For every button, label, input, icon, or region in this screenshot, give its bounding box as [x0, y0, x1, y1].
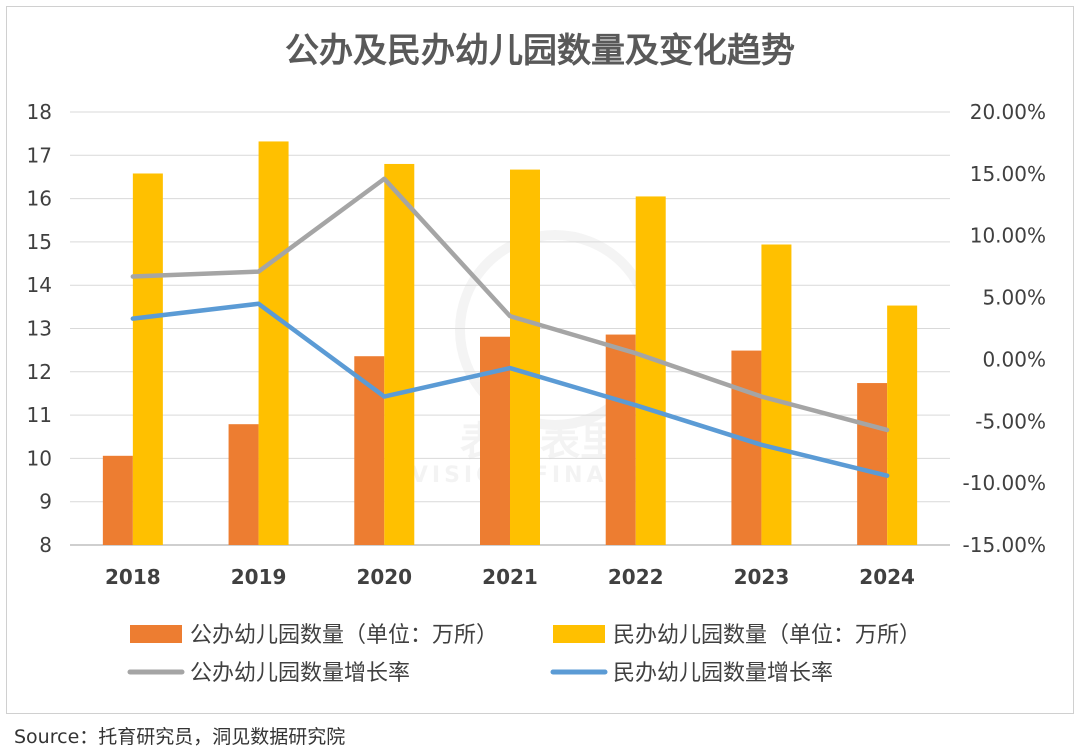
right-tick-label: 5.00%	[982, 286, 1046, 310]
public-bar	[228, 424, 259, 545]
right-tick-label: 0.00%	[982, 347, 1046, 371]
left-tick-label: 8	[39, 533, 52, 557]
legend-label: 公办幼儿园数量（单位：万所）	[190, 623, 498, 648]
legend-label: 民办幼儿园数量增长率	[613, 661, 833, 686]
lines	[130, 176, 890, 478]
legend-swatch	[553, 625, 605, 643]
chart-title: 公办及民办幼儿园数量及变化趋势	[285, 31, 795, 71]
public-bar	[102, 455, 133, 545]
left-tick-label: 18	[27, 100, 52, 124]
x-tick-label: 2023	[734, 565, 790, 589]
private-growth-line	[130, 301, 890, 478]
legend: 公办幼儿园数量（单位：万所） 民办幼儿园数量（单位：万所） 公办幼儿园数量增长率 民办…	[127, 623, 921, 686]
private-bar	[635, 196, 666, 545]
public-bar	[605, 334, 636, 545]
right-tick-label: -10.00%	[963, 471, 1046, 495]
right-tick-label: 20.00%	[970, 100, 1046, 124]
right-tick-label: -5.00%	[975, 409, 1046, 433]
left-tick-label: 10	[27, 446, 52, 470]
left-tick-label: 9	[39, 490, 52, 514]
left-tick-label: 14	[27, 273, 52, 297]
private-bar	[384, 163, 415, 545]
right-tick-label: -15.00%	[963, 533, 1046, 557]
public-bar	[731, 350, 762, 545]
left-axis: 18 17 16 15 14 13 12 11 10 9 8	[27, 100, 52, 557]
x-tick-label: 2021	[482, 565, 538, 589]
right-tick-label: 15.00%	[970, 162, 1046, 186]
private-bar	[510, 169, 540, 546]
right-tick-label: 10.00%	[970, 224, 1046, 248]
public-growth-line	[130, 176, 890, 433]
bars	[102, 141, 918, 546]
left-tick-label: 12	[27, 360, 52, 384]
x-tick-label: 2020	[356, 565, 412, 589]
x-axis: 2018 2019 2020 2021 2022 2023 2024	[105, 565, 915, 589]
legend-label: 民办幼儿园数量（单位：万所）	[613, 623, 921, 648]
x-tick-label: 2018	[105, 565, 161, 589]
private-bar	[258, 141, 289, 545]
right-axis: 20.00% 15.00% 10.00% 5.00% 0.00% -5.00% -10.00…	[963, 100, 1046, 557]
private-bar	[132, 173, 163, 545]
left-tick-label: 16	[27, 187, 52, 211]
legend-label: 公办幼儿园数量增长率	[190, 661, 410, 686]
x-tick-label: 2022	[608, 565, 664, 589]
left-tick-label: 15	[27, 230, 52, 254]
left-tick-label: 11	[27, 403, 52, 427]
left-tick-label: 13	[27, 317, 52, 341]
x-tick-label: 2019	[231, 565, 287, 589]
x-tick-label: 2024	[859, 565, 915, 589]
legend-swatch	[130, 625, 182, 643]
left-tick-label: 17	[27, 143, 52, 167]
private-bar	[887, 305, 918, 545]
private-bar	[761, 244, 792, 546]
source-note: Source：托育研究员，洞见数据研究院	[14, 726, 346, 748]
public-bar	[857, 383, 888, 545]
